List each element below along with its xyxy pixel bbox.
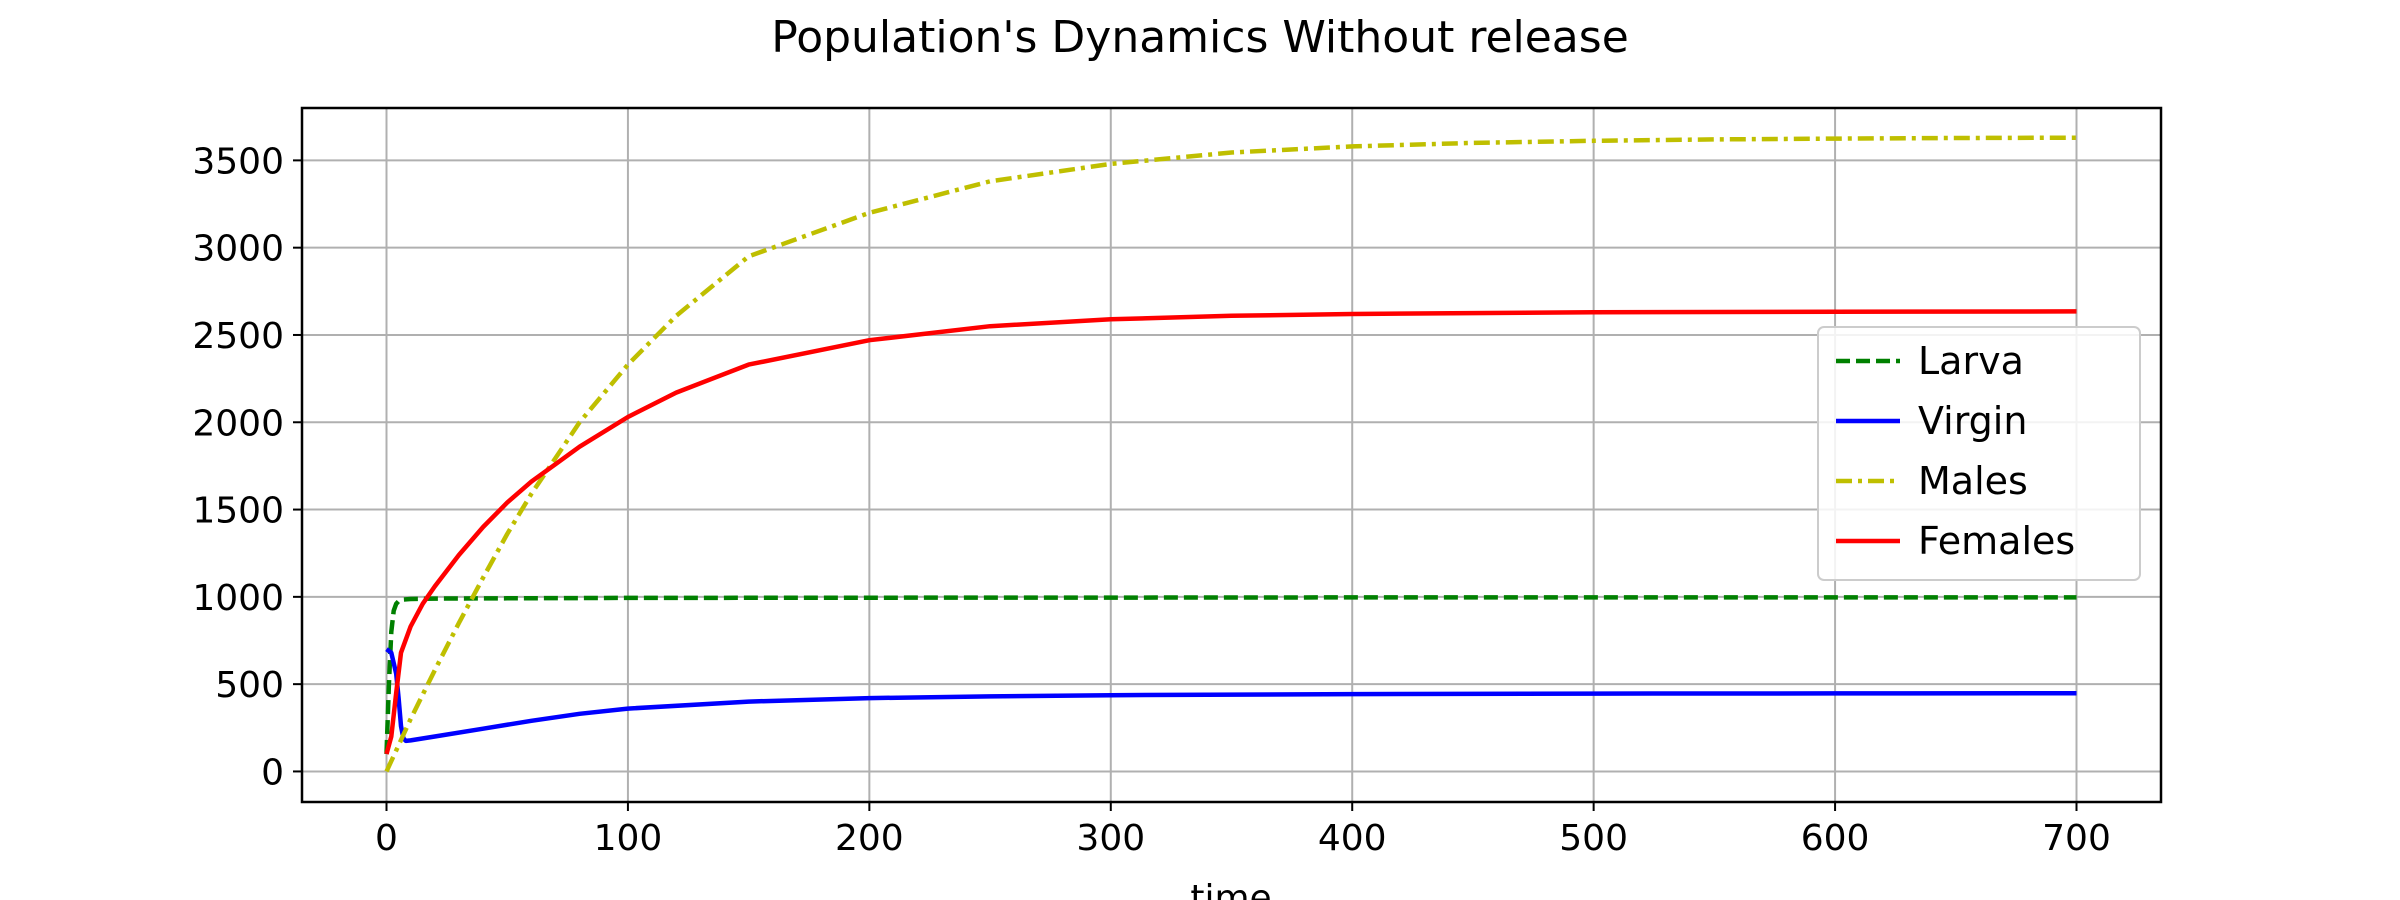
series-line-males bbox=[384, 135, 2077, 773]
y-tick-label: 2000 bbox=[192, 403, 284, 444]
x-tick-label: 600 bbox=[1801, 818, 1870, 859]
legend-label: Females bbox=[1918, 519, 2075, 563]
x-tick-label: 0 bbox=[375, 818, 398, 859]
legend-label: Virgin bbox=[1918, 399, 2027, 443]
x-tick-label: 300 bbox=[1076, 818, 1145, 859]
x-tick-label: 700 bbox=[2042, 818, 2111, 859]
y-tick-label: 3500 bbox=[192, 141, 284, 182]
x-tick-label: 100 bbox=[594, 818, 663, 859]
series-lines bbox=[384, 135, 2077, 773]
y-tick-label: 500 bbox=[215, 665, 284, 706]
y-tick-label: 1000 bbox=[192, 578, 284, 619]
series-line-larva bbox=[384, 595, 2077, 755]
x-tick-label: 400 bbox=[1318, 818, 1387, 859]
legend-label: Larva bbox=[1918, 339, 2024, 383]
y-tick-label: 0 bbox=[261, 752, 284, 793]
x-axis-label: time bbox=[1190, 878, 1271, 900]
legend: Larva Virgin Males Females bbox=[1817, 326, 2141, 581]
y-tick-label: 3000 bbox=[192, 229, 284, 270]
y-tick-label: 1500 bbox=[192, 491, 284, 532]
y-tick-label: 2500 bbox=[192, 316, 284, 357]
legend-box bbox=[1817, 326, 2141, 581]
legend-label: Males bbox=[1918, 459, 2028, 503]
chart-title: Population's Dynamics Without release bbox=[771, 12, 1629, 63]
y-axis-ticks: 0 500 1000 1500 2000 2500 3000 3500 bbox=[192, 141, 302, 793]
plot-frame bbox=[300, 106, 2163, 804]
series-line-virgin bbox=[385, 647, 2077, 744]
x-tick-label: 500 bbox=[1559, 818, 1628, 859]
x-tick-label: 200 bbox=[835, 818, 904, 859]
series-line-females bbox=[384, 309, 2077, 755]
x-axis-ticks: 0 100 200 300 400 500 600 700 bbox=[375, 802, 2111, 859]
